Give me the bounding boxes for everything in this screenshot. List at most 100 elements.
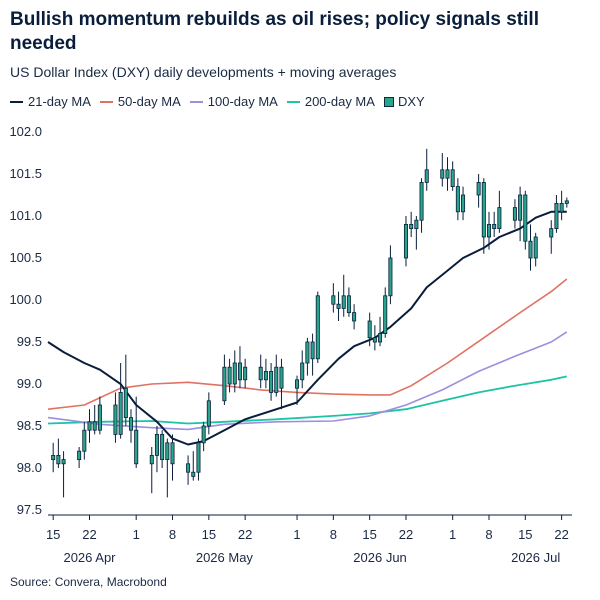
x-tick-label: 22	[554, 527, 568, 542]
dxy-candle-body	[523, 194, 528, 242]
dxy-candle-body	[129, 417, 134, 431]
y-tick-label: 99.5	[17, 334, 42, 349]
x-tick-label: 1	[449, 527, 456, 542]
legend-item-21-day-ma: 21-day MA	[10, 94, 91, 109]
dxy-candle-body	[134, 429, 139, 465]
legend-swatch-200-day-ma	[286, 100, 300, 103]
dxy-candle-body	[149, 454, 154, 465]
dxy-candle-body	[92, 421, 97, 431]
dxy-candle-body	[486, 223, 491, 238]
x-tick-label: 1	[133, 527, 140, 542]
x-tick-label: 8	[330, 527, 337, 542]
dxy-candle-body	[346, 295, 351, 313]
ma100-line	[47, 331, 568, 431]
dxy-candle-body	[305, 341, 310, 364]
dxy-candle-body	[269, 370, 274, 393]
y-tick-label: 99.0	[17, 376, 42, 391]
dxy-candle-body	[388, 257, 393, 297]
legend-swatch-50-day-ma	[99, 100, 113, 103]
x-month-label: 2026 May	[196, 550, 254, 565]
dxy-candle-body	[424, 169, 429, 183]
dxy-candle-body	[154, 433, 159, 456]
dxy-candle-body	[160, 433, 165, 460]
legend-swatch-21-day-ma	[10, 100, 23, 103]
legend-item-200-day-ma: 200-day MA	[286, 94, 375, 109]
x-tick-label: 15	[202, 527, 216, 542]
dxy-candle-body	[118, 391, 123, 435]
dxy-candle-body	[341, 295, 346, 309]
legend-swatch-100-day-ma	[189, 100, 203, 103]
source-note: Source: Convera, Macrobond	[10, 575, 167, 589]
dxy-candle-body	[97, 404, 102, 431]
dxy-candle-body	[492, 223, 497, 229]
dxy-candle-body	[559, 202, 564, 213]
dxy-candle-body	[82, 429, 87, 452]
dxy-candle-body	[549, 228, 554, 238]
dxy-candle-body	[56, 454, 61, 465]
legend-label-50-day-ma: 50-day MA	[117, 94, 181, 109]
dxy-candle-body	[61, 459, 66, 465]
dxy-candle-body	[258, 366, 263, 381]
dxy-candle-body	[367, 320, 372, 339]
x-tick-label: 8	[169, 527, 176, 542]
dxy-candle-body	[315, 295, 320, 360]
x-tick-label: 22	[399, 527, 413, 542]
dxy-candle-body	[232, 362, 237, 385]
legend-label-dxy: DXY	[397, 94, 425, 109]
dxy-candle-body	[274, 366, 279, 393]
x-month-label: 2026 Jun	[353, 550, 407, 565]
dxy-candle-body	[77, 450, 82, 461]
chart-subtitle: US Dollar Index (DXY) daily developments…	[10, 64, 397, 80]
dxy-candle-body	[237, 362, 242, 381]
dxy-candle-body	[497, 207, 502, 230]
dxy-candle-body	[331, 295, 336, 305]
chart-title: Bullish momentum rebuilds as oil rises; …	[10, 9, 539, 54]
dxy-candle-body	[518, 194, 523, 221]
y-tick-label: 100.5	[9, 250, 42, 265]
dxy-candle-body	[123, 387, 128, 419]
y-tick-label: 101.0	[9, 208, 42, 223]
x-tick-label: 15	[362, 527, 376, 542]
dxy-candle-body	[481, 181, 486, 238]
y-tick-label: 101.5	[9, 166, 42, 181]
dxy-candle-body	[279, 366, 284, 389]
dxy-candle-body	[533, 236, 538, 259]
x-tick-label: 22	[238, 527, 252, 542]
dxy-candle-body	[227, 366, 232, 385]
dxy-candle-body	[243, 366, 248, 381]
dxy-candle-body	[336, 303, 341, 309]
dxy-candle-body	[476, 181, 481, 196]
dxy-candle-body	[372, 337, 377, 343]
dxy-candle-body	[378, 333, 383, 343]
y-tick-label: 97.5	[17, 502, 42, 517]
legend: 21-day MA 50-day MA 100-day MA 200-day M…	[10, 94, 434, 109]
dxy-candle-body	[564, 200, 569, 204]
x-month-label: 2026 Jul	[511, 550, 560, 565]
dxy-candle-body	[300, 362, 305, 381]
dxy-candle-body	[113, 404, 118, 435]
legend-label-100-day-ma: 100-day MA	[207, 94, 278, 109]
dxy-candle-body	[295, 379, 300, 389]
legend-swatch-dxy	[383, 96, 394, 107]
x-tick-label: 22	[82, 527, 96, 542]
dxy-candle-body	[165, 442, 170, 460]
dxy-candle-body	[414, 219, 419, 229]
dxy-candle-body	[445, 169, 450, 179]
legend-label-200-day-ma: 200-day MA	[304, 94, 375, 109]
x-tick-label: 1	[293, 527, 300, 542]
dxy-candle-body	[403, 223, 408, 259]
dxy-candle-body	[191, 471, 196, 477]
dxy-candle-body	[201, 425, 206, 444]
dxy-candle-body	[352, 312, 357, 322]
x-tick-label: 15	[518, 527, 532, 542]
x-tick-label: 15	[46, 527, 60, 542]
dxy-candle-body	[186, 463, 191, 473]
dxy-candle-body	[383, 295, 388, 334]
y-tick-label: 98.0	[17, 460, 42, 475]
dxy-candle-body	[409, 223, 414, 229]
dxy-candle-body	[196, 442, 201, 473]
ma50-line	[47, 278, 568, 410]
legend-item-100-day-ma: 100-day MA	[189, 94, 278, 109]
y-tick-label: 100.0	[9, 292, 42, 307]
